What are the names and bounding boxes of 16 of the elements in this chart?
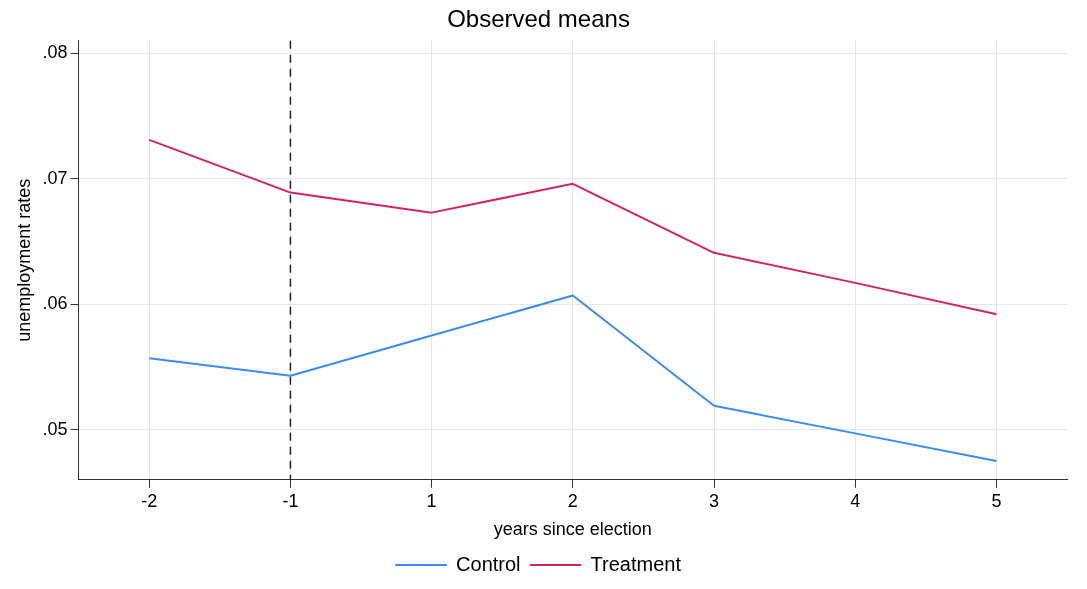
x-tick-label: 4 [850,490,861,511]
x-tick-label: 2 [567,490,578,511]
y-tick-label: .06 [42,293,68,314]
x-tick-label: -2 [141,490,158,511]
x-axis-title: years since election [493,519,652,540]
legend-label: Control [456,552,521,575]
x-tick-label: 5 [991,490,1002,511]
y-tick-label: .05 [42,418,68,439]
y-axis-title: unemployment rates [13,178,34,342]
x-tick-label: -1 [282,490,299,511]
x-tick-label: 1 [426,490,437,511]
legend-label: Treatment [590,552,682,575]
x-tick-label: 3 [709,490,720,511]
y-tick-label: .08 [42,42,68,63]
chart-title: Observed means [447,5,630,33]
y-tick-label: .07 [42,167,68,188]
